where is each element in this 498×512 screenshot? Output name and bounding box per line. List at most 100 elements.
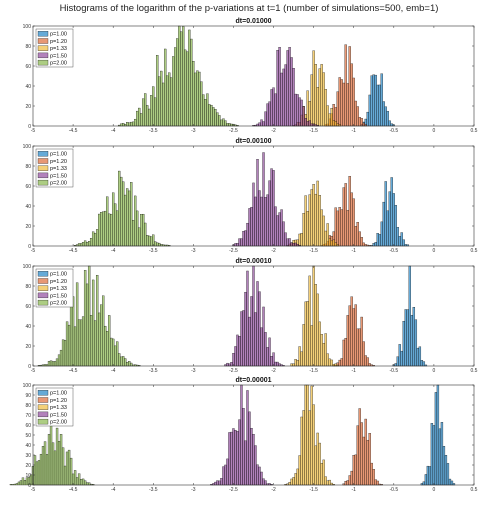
histogram-bar — [302, 106, 305, 127]
legend-swatch — [37, 31, 49, 37]
histogram-bar — [17, 481, 21, 486]
legend-label: p=2.00 — [50, 301, 67, 307]
histogram-bar — [69, 304, 73, 367]
histogram-bar — [316, 293, 319, 367]
histogram-bar — [240, 311, 243, 367]
histogram-bar — [448, 478, 452, 486]
x-tick-label: -3.5 — [149, 487, 158, 493]
histogram-bar — [51, 442, 55, 486]
x-tick-label: -2.5 — [229, 248, 238, 254]
histogram-bar — [144, 93, 147, 127]
histogram-bar — [322, 343, 325, 367]
histogram-bar — [312, 184, 315, 247]
histogram-bar — [414, 319, 418, 367]
histogram-bar — [114, 345, 117, 367]
legend-label: p=1.33 — [50, 46, 67, 52]
histogram-bar — [328, 113, 331, 127]
histogram-bar — [252, 265, 255, 367]
histogram-bar — [300, 99, 303, 127]
histogram-bar — [320, 463, 323, 486]
histogram-bar — [126, 362, 129, 367]
x-tick-label: -1.5 — [309, 248, 318, 254]
histogram-bar — [352, 77, 355, 127]
histogram-bar — [334, 121, 337, 127]
histogram-bar — [51, 361, 55, 367]
histogram-bar — [320, 64, 323, 127]
histogram-bar — [304, 384, 307, 486]
histogram-bar — [47, 434, 51, 486]
histogram-bar — [236, 334, 239, 367]
plot-frame — [32, 265, 475, 367]
histogram-bar — [374, 242, 377, 247]
histogram-bar — [372, 469, 375, 486]
histogram-bar — [77, 473, 81, 486]
histogram-bar — [324, 230, 327, 247]
histogram-bar — [144, 222, 147, 247]
histogram-bar — [380, 221, 383, 247]
histogram-bar — [236, 431, 239, 486]
x-tick-label: -3 — [191, 248, 196, 254]
histogram-bar — [296, 94, 299, 127]
x-tick-label: -4.5 — [69, 487, 78, 493]
histogram-bar — [206, 93, 209, 127]
histogram-bar — [182, 26, 185, 127]
histogram-bar — [254, 445, 257, 486]
histogram-bar — [342, 187, 345, 247]
histogram-bar — [152, 86, 155, 127]
histogram-bar — [378, 234, 381, 247]
y-tick-label: 30 — [25, 453, 31, 459]
histogram-bar — [140, 113, 143, 127]
histogram-bar — [43, 441, 47, 486]
histogram-bar — [294, 359, 297, 367]
x-tick-label: -1.5 — [309, 368, 318, 374]
histogram-panel-2: dt=0.00100 -5 -4.5 -4 -3.5 -3 -2.5 -2 -1.5 -1 -0.5… — [23, 138, 478, 254]
histogram-bar — [296, 468, 299, 486]
histogram-bar — [346, 315, 349, 367]
histogram-bar — [164, 48, 167, 127]
legend-swatch — [37, 38, 49, 44]
histogram-bar — [224, 120, 227, 127]
histogram-bar — [132, 121, 135, 127]
histogram-bar — [258, 466, 261, 486]
histogram-bar — [246, 270, 249, 367]
histogram-bar — [47, 361, 51, 367]
histogram-bar — [316, 87, 319, 127]
histogram-bar — [358, 328, 361, 367]
histogram-bar — [256, 464, 259, 486]
y-tick-label: 10 — [25, 473, 31, 479]
histogram-bar — [270, 168, 273, 247]
histogram-bar — [306, 90, 309, 127]
histogram-bar — [376, 233, 379, 247]
histogram-bar — [292, 363, 295, 367]
legend-label: p=1.20 — [50, 39, 67, 45]
legend-swatch — [37, 278, 49, 284]
histogram-bar — [95, 229, 99, 247]
histogram-bar — [79, 478, 83, 486]
histogram-bar — [424, 474, 428, 486]
histogram-bar — [428, 466, 432, 486]
histogram-bar — [214, 481, 217, 486]
histogram-bar — [158, 76, 161, 127]
histogram-bar — [39, 453, 43, 486]
histogram-bar — [306, 301, 309, 367]
legend-swatch — [37, 179, 49, 186]
histogram-bar — [242, 310, 245, 367]
legend-label: p=1.33 — [50, 405, 67, 411]
legend-label: p=2.00 — [50, 61, 67, 67]
y-tick-label: 60 — [25, 64, 31, 70]
histogram-bar — [312, 50, 315, 127]
legend-swatch — [37, 271, 49, 277]
histogram-bar — [246, 222, 249, 247]
histogram-bar — [376, 84, 379, 127]
histogram-bar — [110, 337, 113, 367]
histogram-bar — [41, 446, 45, 486]
histogram-bar — [316, 432, 319, 486]
legend-label: p=1.20 — [50, 398, 67, 404]
legend-swatch — [37, 292, 49, 299]
histogram-bar — [354, 304, 357, 367]
legend-label: p=1.00 — [50, 391, 67, 397]
histogram-bar — [11, 484, 15, 486]
histogram-bar — [128, 190, 131, 247]
histogram-bar — [330, 108, 333, 127]
